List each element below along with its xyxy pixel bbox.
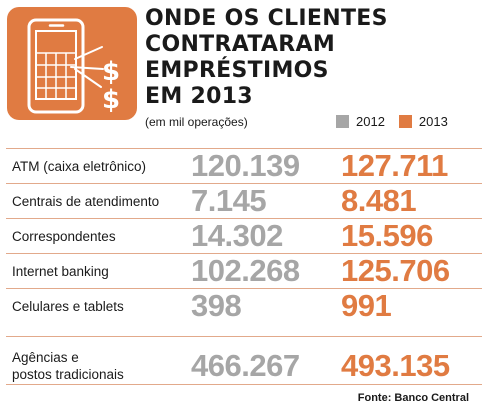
svg-text:$: $ <box>102 85 120 115</box>
table-row: Centrais de atendimento 7.145 8.481 <box>6 183 482 218</box>
row-label: Correspondentes <box>12 228 116 244</box>
title-line: EM 2013 <box>145 84 253 109</box>
chart-title: ONDE OS CLIENTES CONTRATARAM EMPRÉSTIMOS… <box>145 6 388 110</box>
table-row: Correspondentes 14.302 15.596 <box>6 218 482 253</box>
row-label: ATM (caixa eletrônico) <box>12 158 147 174</box>
title-line: EMPRÉSTIMOS <box>145 58 329 83</box>
row-divider <box>6 384 482 385</box>
row-label-line: postos tradicionais <box>12 366 124 382</box>
value-2013: 15.596 <box>341 218 433 253</box>
value-2013: 493.135 <box>341 347 450 383</box>
row-label: Celulares e tablets <box>12 298 124 314</box>
legend-label-2012: 2012 <box>356 114 385 129</box>
phone-money-icon: $ $ <box>7 7 137 120</box>
table-row: Celulares e tablets 398 991 <box>6 288 482 323</box>
legend-item-2013: 2013 <box>398 114 448 129</box>
svg-text:$: $ <box>102 57 120 87</box>
chart-subtitle: (em mil operações) <box>145 115 248 129</box>
value-2013: 125.706 <box>341 253 450 288</box>
row-label: Agências e postos tradicionais <box>6 349 191 383</box>
value-2012: 102.268 <box>191 253 300 288</box>
table-row: ATM (caixa eletrônico) 120.139 127.711 <box>6 148 482 183</box>
value-2013: 8.481 <box>341 183 417 218</box>
value-2012: 466.267 <box>191 347 300 383</box>
value-2013: 127.711 <box>341 148 448 183</box>
value-2012: 120.139 <box>191 148 300 183</box>
legend-swatch-2012 <box>336 115 349 128</box>
table-row: Internet banking 102.268 125.706 <box>6 253 482 288</box>
value-2013: 991 <box>341 288 392 323</box>
row-label: Internet banking <box>12 263 109 279</box>
row-label: Centrais de atendimento <box>12 193 160 209</box>
title-line: ONDE OS CLIENTES <box>145 6 388 31</box>
row-label-line: Agências e <box>12 349 79 365</box>
legend-item-2012: 2012 <box>336 114 385 129</box>
legend-label-2013: 2013 <box>418 114 448 129</box>
legend-swatch-2013 <box>398 115 412 128</box>
legend: 2012 2013 <box>336 114 448 129</box>
value-2012: 398 <box>191 288 242 323</box>
source-note: Fonte: Banco Central <box>357 392 469 404</box>
value-2012: 14.302 <box>191 218 283 253</box>
data-table: ATM (caixa eletrônico) 120.139 127.711 C… <box>6 148 482 390</box>
table-row: Agências e postos tradicionais 466.267 4… <box>6 341 482 390</box>
title-line: CONTRATARAM <box>145 32 336 57</box>
row-divider <box>6 336 482 337</box>
value-2012: 7.145 <box>191 183 267 218</box>
